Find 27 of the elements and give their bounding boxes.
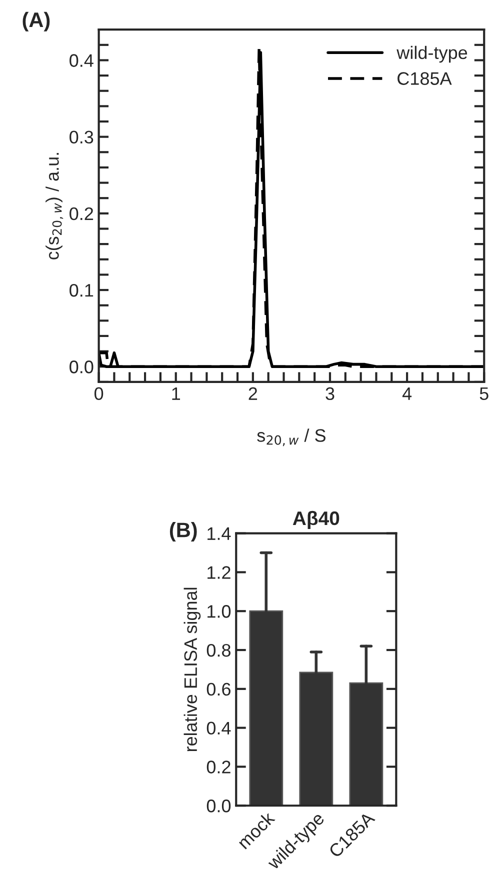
x-tick-label: 1 <box>172 387 180 400</box>
text: (B) <box>170 522 197 542</box>
legend-label: wild-type <box>396 46 468 63</box>
x-tick-label: 3 <box>326 387 334 400</box>
y-tick-label: 1.0 <box>208 605 231 618</box>
chart-title: Aβ40 <box>292 510 340 530</box>
x-tick-label: 2 <box>248 387 258 400</box>
text: (A) <box>22 12 50 32</box>
x-axis-title: s$_{20,w}$ / S <box>257 428 326 446</box>
y-tick-label: 0.8 <box>206 644 230 657</box>
x-tick-label: 5 <box>480 387 488 400</box>
y-tick-label: 0.0 <box>70 360 94 374</box>
y-tick-label: 0.2 <box>206 760 230 774</box>
y-tick-label: 0.3 <box>70 130 94 144</box>
y-tick-label: 0.1 <box>70 284 94 297</box>
y-tick-label: 0.0 <box>206 800 231 812</box>
x-tick-label: 4 <box>402 387 412 400</box>
y-tick-label: 1.2 <box>208 566 230 579</box>
y-tick-label: 0.4 <box>206 722 231 735</box>
y-axis-title: relative ELISA signal <box>184 588 201 752</box>
y-tick-label: 1.4 <box>208 527 231 540</box>
y-tick-label: 0.4 <box>70 54 94 67</box>
y-tick-label: 0.6 <box>206 682 230 696</box>
legend-label: C185A <box>398 72 452 85</box>
x-tick-label: 0 <box>94 387 104 400</box>
y-tick-label: 0.2 <box>70 207 94 220</box>
y-axis-title: c(s$_{20,w}$) / a.u. <box>46 153 64 260</box>
